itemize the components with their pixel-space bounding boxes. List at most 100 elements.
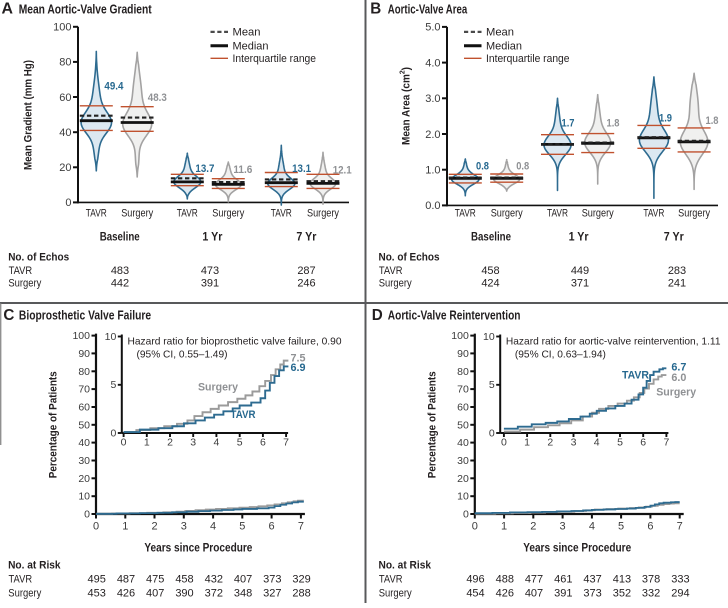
svg-text:40: 40: [59, 127, 71, 139]
svg-text:6: 6: [260, 437, 266, 449]
svg-text:Surgery: Surgery: [121, 208, 153, 220]
svg-text:Mean: Mean: [233, 27, 261, 39]
svg-text:5.0: 5.0: [425, 22, 440, 34]
svg-text:437: 437: [583, 574, 601, 586]
svg-text:4: 4: [589, 520, 595, 532]
svg-text:TAVR: TAVR: [9, 265, 33, 277]
svg-text:Baseline: Baseline: [100, 232, 140, 244]
svg-text:372: 372: [205, 588, 223, 600]
svg-text:424: 424: [481, 277, 499, 289]
svg-text:Mean: Mean: [486, 27, 514, 39]
svg-text:Interquartile range: Interquartile range: [486, 53, 570, 65]
svg-text:80: 80: [78, 366, 90, 378]
svg-text:246: 246: [297, 277, 315, 289]
svg-text:0.8: 0.8: [476, 160, 489, 172]
svg-text:1.7: 1.7: [562, 117, 575, 129]
svg-text:327: 327: [263, 588, 281, 600]
svg-text:(95% CI, 0.63–1.94): (95% CI, 0.63–1.94): [515, 349, 606, 361]
svg-text:Baseline: Baseline: [471, 232, 511, 244]
svg-text:2: 2: [530, 520, 536, 532]
svg-text:5: 5: [110, 379, 116, 391]
svg-text:Surgery: Surgery: [212, 208, 244, 220]
svg-text:0: 0: [65, 197, 71, 209]
svg-text:No. of Echos: No. of Echos: [8, 252, 69, 264]
svg-text:13.1: 13.1: [292, 163, 311, 175]
svg-text:90: 90: [457, 348, 469, 360]
svg-text:2: 2: [151, 520, 157, 532]
svg-text:329: 329: [292, 574, 310, 586]
svg-text:0: 0: [84, 509, 90, 521]
svg-text:30: 30: [78, 455, 90, 467]
svg-text:D: D: [372, 307, 383, 324]
svg-text:Median: Median: [233, 40, 269, 52]
svg-text:Hazard ratio for bioprosthetic: Hazard ratio for bioprosthetic valve fai…: [128, 336, 342, 348]
svg-text:0: 0: [93, 520, 99, 532]
svg-text:0: 0: [463, 509, 469, 521]
svg-text:100: 100: [72, 330, 90, 342]
svg-text:20: 20: [78, 473, 90, 485]
svg-text:5: 5: [239, 520, 245, 532]
svg-text:1.8: 1.8: [706, 115, 719, 127]
svg-text:Surgery: Surgery: [8, 277, 41, 289]
svg-text:13.7: 13.7: [195, 163, 214, 175]
svg-text:TAVR: TAVR: [455, 208, 476, 220]
svg-text:442: 442: [111, 277, 129, 289]
svg-text:No. of Echos: No. of Echos: [379, 252, 440, 264]
svg-text:407: 407: [146, 588, 164, 600]
svg-text:0: 0: [110, 428, 116, 440]
svg-text:1.0: 1.0: [425, 165, 440, 177]
svg-text:Median: Median: [486, 40, 522, 52]
svg-text:60: 60: [59, 92, 71, 104]
svg-text:TAVR: TAVR: [231, 409, 256, 421]
svg-text:TAVR: TAVR: [643, 208, 664, 220]
svg-text:7 Yr: 7 Yr: [664, 232, 684, 244]
svg-text:283: 283: [668, 265, 686, 277]
svg-text:(95% CI, 0.55–1.49): (95% CI, 0.55–1.49): [137, 349, 228, 361]
svg-text:Surgery: Surgery: [678, 208, 710, 220]
svg-text:B: B: [370, 1, 381, 18]
svg-text:333: 333: [671, 574, 689, 586]
svg-text:Surgery: Surgery: [379, 588, 412, 600]
svg-text:90: 90: [78, 348, 90, 360]
svg-text:287: 287: [297, 265, 315, 277]
svg-text:70: 70: [78, 384, 90, 396]
svg-text:10: 10: [78, 491, 90, 503]
svg-text:49.4: 49.4: [104, 81, 124, 93]
svg-text:Aortic-Valve Reintervention: Aortic-Valve Reintervention: [388, 308, 521, 323]
svg-text:241: 241: [668, 277, 686, 289]
svg-text:TAVR: TAVR: [547, 208, 568, 220]
svg-text:3: 3: [181, 520, 187, 532]
svg-text:100: 100: [451, 330, 469, 342]
svg-text:488: 488: [496, 574, 514, 586]
svg-text:0.0: 0.0: [425, 200, 440, 212]
svg-text:5: 5: [237, 437, 243, 449]
svg-text:1 Yr: 1 Yr: [569, 232, 589, 244]
svg-text:80: 80: [457, 366, 469, 378]
svg-text:48.3: 48.3: [148, 92, 167, 104]
svg-text:461: 461: [554, 574, 572, 586]
svg-text:40: 40: [457, 437, 469, 449]
svg-text:413: 413: [613, 574, 631, 586]
svg-text:348: 348: [234, 588, 252, 600]
svg-text:20: 20: [457, 473, 469, 485]
svg-text:449: 449: [571, 265, 589, 277]
svg-text:473: 473: [201, 265, 219, 277]
svg-text:70: 70: [457, 384, 469, 396]
svg-text:0: 0: [121, 437, 127, 449]
svg-text:2: 2: [167, 437, 173, 449]
svg-text:12.1: 12.1: [333, 164, 352, 176]
svg-text:Surgery: Surgery: [656, 387, 697, 399]
svg-text:10: 10: [105, 331, 117, 343]
svg-text:477: 477: [525, 574, 543, 586]
svg-text:495: 495: [88, 574, 106, 586]
svg-text:2.0: 2.0: [425, 129, 440, 141]
svg-text:Mean Aortic-Valve Gradient: Mean Aortic-Valve Gradient: [19, 1, 153, 16]
svg-text:7: 7: [677, 520, 683, 532]
svg-text:7: 7: [663, 437, 669, 449]
svg-text:Mean Area (cm2): Mean Area (cm2): [397, 67, 412, 145]
svg-text:1: 1: [144, 437, 150, 449]
svg-text:Hazard ratio for aortic-valve: Hazard ratio for aortic-valve reinterven…: [506, 336, 721, 348]
svg-text:4: 4: [213, 437, 219, 449]
svg-text:6: 6: [640, 437, 646, 449]
svg-text:Aortic-Valve Area: Aortic-Valve Area: [388, 1, 468, 16]
